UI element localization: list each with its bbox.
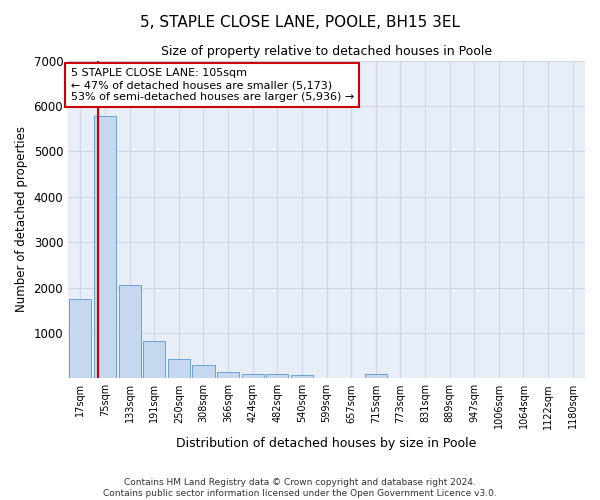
Bar bbox=[143, 341, 165, 378]
Y-axis label: Number of detached properties: Number of detached properties bbox=[15, 126, 28, 312]
Bar bbox=[365, 374, 387, 378]
Bar bbox=[168, 359, 190, 378]
Bar bbox=[69, 299, 91, 378]
Bar bbox=[291, 374, 313, 378]
Bar bbox=[242, 374, 264, 378]
Bar bbox=[193, 364, 215, 378]
Bar bbox=[94, 116, 116, 378]
Bar bbox=[266, 374, 289, 378]
Text: 5, STAPLE CLOSE LANE, POOLE, BH15 3EL: 5, STAPLE CLOSE LANE, POOLE, BH15 3EL bbox=[140, 15, 460, 30]
Text: 5 STAPLE CLOSE LANE: 105sqm
← 47% of detached houses are smaller (5,173)
53% of : 5 STAPLE CLOSE LANE: 105sqm ← 47% of det… bbox=[71, 68, 354, 102]
Bar bbox=[217, 372, 239, 378]
Bar bbox=[119, 285, 140, 378]
X-axis label: Distribution of detached houses by size in Poole: Distribution of detached houses by size … bbox=[176, 437, 477, 450]
Text: Contains HM Land Registry data © Crown copyright and database right 2024.
Contai: Contains HM Land Registry data © Crown c… bbox=[103, 478, 497, 498]
Title: Size of property relative to detached houses in Poole: Size of property relative to detached ho… bbox=[161, 45, 492, 58]
